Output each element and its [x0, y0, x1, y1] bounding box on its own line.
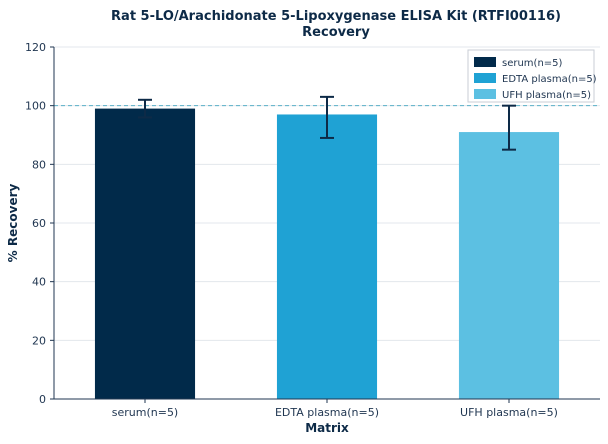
- y-tick-label: 20: [32, 334, 46, 347]
- x-ticks: serum(n=5) EDTA plasma(n=5) UFH plasma(n=5…: [112, 399, 558, 419]
- legend-swatch: [474, 57, 496, 67]
- y-tick-label: 120: [25, 41, 46, 54]
- legend-label: UFH plasma(n=5): [502, 90, 591, 101]
- y-tick-label: 0: [39, 393, 46, 406]
- y-tick-label: 40: [32, 276, 46, 289]
- legend: serum(n=5) EDTA plasma(n=5) UFH plasma(n=5…: [467, 49, 597, 103]
- bar: [94, 108, 196, 399]
- legend-label: EDTA plasma(n=5): [502, 74, 597, 85]
- bars: [94, 108, 560, 400]
- chart-subtitle: Recovery: [302, 25, 370, 40]
- y-tick-label: 80: [32, 158, 46, 171]
- legend-label: serum(n=5): [502, 58, 563, 69]
- x-tick-label: EDTA plasma(n=5): [275, 406, 379, 419]
- x-axis-label: Matrix: [305, 421, 349, 435]
- chart-title: Rat 5-LO/Arachidonate 5-Lipoxygenase ELI…: [111, 9, 561, 24]
- error-bars: [138, 95, 516, 151]
- y-ticks: 0 20 40 60 80 100 120: [25, 41, 54, 406]
- y-tick-label: 60: [32, 217, 46, 230]
- legend-swatch: [474, 73, 496, 83]
- y-axis-label: % Recovery: [6, 184, 20, 263]
- x-tick-label: serum(n=5): [112, 406, 178, 419]
- legend-swatch: [474, 89, 496, 99]
- y-tick-label: 100: [25, 100, 46, 113]
- bar: [458, 132, 560, 400]
- bar: [276, 114, 378, 399]
- x-tick-label: UFH plasma(n=5): [460, 406, 558, 419]
